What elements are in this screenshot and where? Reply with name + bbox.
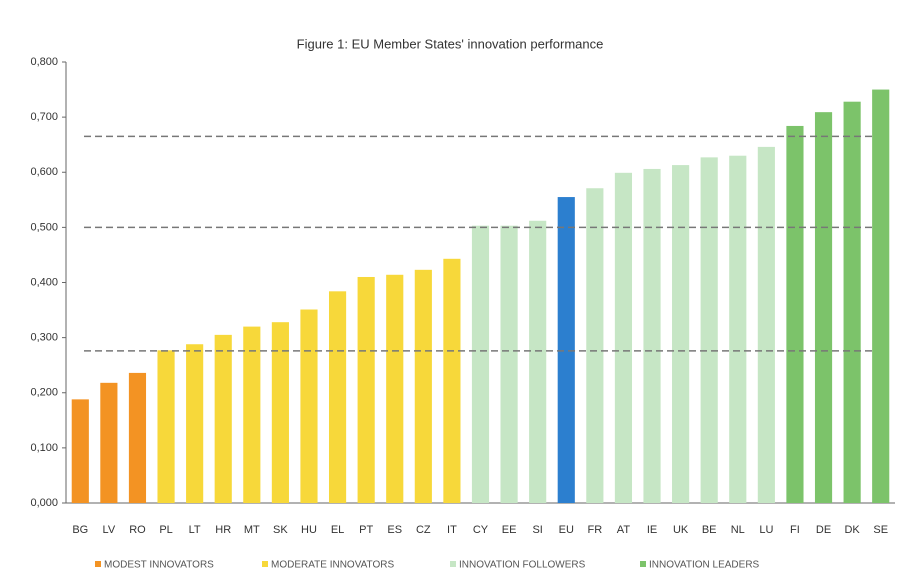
x-tick-label: SI xyxy=(532,524,542,536)
legend-swatch xyxy=(262,561,268,567)
bar xyxy=(729,155,747,503)
y-tick-label: 0,800 xyxy=(30,56,58,68)
bar xyxy=(357,276,375,503)
bar xyxy=(843,101,861,503)
bar xyxy=(614,172,633,503)
x-tick-label: LV xyxy=(103,524,116,536)
bar xyxy=(386,274,404,503)
x-tick-label: IT xyxy=(447,524,457,536)
bar xyxy=(271,322,289,503)
bar xyxy=(186,344,204,503)
x-tick-label: FI xyxy=(790,524,800,536)
x-tick-label: UK xyxy=(673,524,689,536)
legend-swatch xyxy=(95,561,101,567)
bar xyxy=(500,225,518,503)
x-tick-label: BE xyxy=(702,524,717,536)
y-tick-label: 0,200 xyxy=(30,387,58,399)
x-tick-label: BG xyxy=(72,524,88,536)
bar xyxy=(214,334,232,503)
bar xyxy=(100,382,118,503)
bar xyxy=(328,291,347,503)
legend: MODEST INNOVATORS MODERATE INNOVATORS INNO… xyxy=(95,560,760,571)
legend-label: MODEST INNOVATORS xyxy=(104,560,214,571)
x-tick-label: EL xyxy=(331,524,344,536)
y-tick-label: 0,700 xyxy=(30,111,58,123)
bar xyxy=(414,269,432,503)
bar xyxy=(300,309,318,503)
bar xyxy=(643,168,661,503)
x-tick-label: DK xyxy=(844,524,860,536)
bar xyxy=(243,326,261,503)
x-tick-label: HR xyxy=(215,524,231,536)
y-tick-label: 0,300 xyxy=(30,332,58,344)
x-tick-label: ES xyxy=(387,524,402,536)
x-tick-label: EE xyxy=(502,524,517,536)
x-tick-label: HU xyxy=(301,524,317,536)
y-tick-label: 0,500 xyxy=(30,221,58,233)
x-tick-label: LT xyxy=(189,524,201,536)
bar xyxy=(757,146,775,503)
bar xyxy=(814,112,833,503)
legend-label: INNOVATION LEADERS xyxy=(649,560,760,571)
bar xyxy=(672,165,690,504)
x-tick-label: EU xyxy=(559,524,574,536)
legend-swatch xyxy=(450,561,456,567)
bar xyxy=(443,258,461,503)
y-tick-label: 0,000 xyxy=(30,497,58,509)
bar xyxy=(157,350,175,503)
x-tick-label: FR xyxy=(588,524,603,536)
bar xyxy=(471,225,490,503)
y-tick-label: 0,100 xyxy=(30,442,58,454)
x-tick-label: DE xyxy=(816,524,831,536)
bar xyxy=(128,372,147,503)
chart-title: Figure 1: EU Member States' innovation p… xyxy=(297,36,604,51)
legend-label: MODERATE INNOVATORS xyxy=(271,560,394,571)
bar xyxy=(529,220,547,503)
x-tick-label: AT xyxy=(617,524,631,536)
x-tick-label: SE xyxy=(873,524,888,536)
x-tick-label: IE xyxy=(647,524,657,536)
y-tick-label: 0,600 xyxy=(30,166,58,178)
x-tick-label: LU xyxy=(759,524,773,536)
legend-swatch xyxy=(640,561,646,567)
x-tick-label: NL xyxy=(731,524,745,536)
bar xyxy=(557,197,575,503)
legend-label: INNOVATION FOLLOWERS xyxy=(459,560,586,571)
x-tick-label: RO xyxy=(129,524,146,536)
x-tick-label: MT xyxy=(244,524,260,536)
bar xyxy=(700,157,718,503)
x-tick-label: PT xyxy=(359,524,373,536)
x-tick-label: SK xyxy=(273,524,288,536)
bar xyxy=(872,89,890,503)
bar xyxy=(586,188,604,503)
x-tick-label: CZ xyxy=(416,524,431,536)
y-tick-label: 0,400 xyxy=(30,276,58,288)
x-tick-label: PL xyxy=(159,524,172,536)
x-tick-label: CY xyxy=(473,524,489,536)
bar xyxy=(71,399,89,503)
bar xyxy=(786,125,804,503)
